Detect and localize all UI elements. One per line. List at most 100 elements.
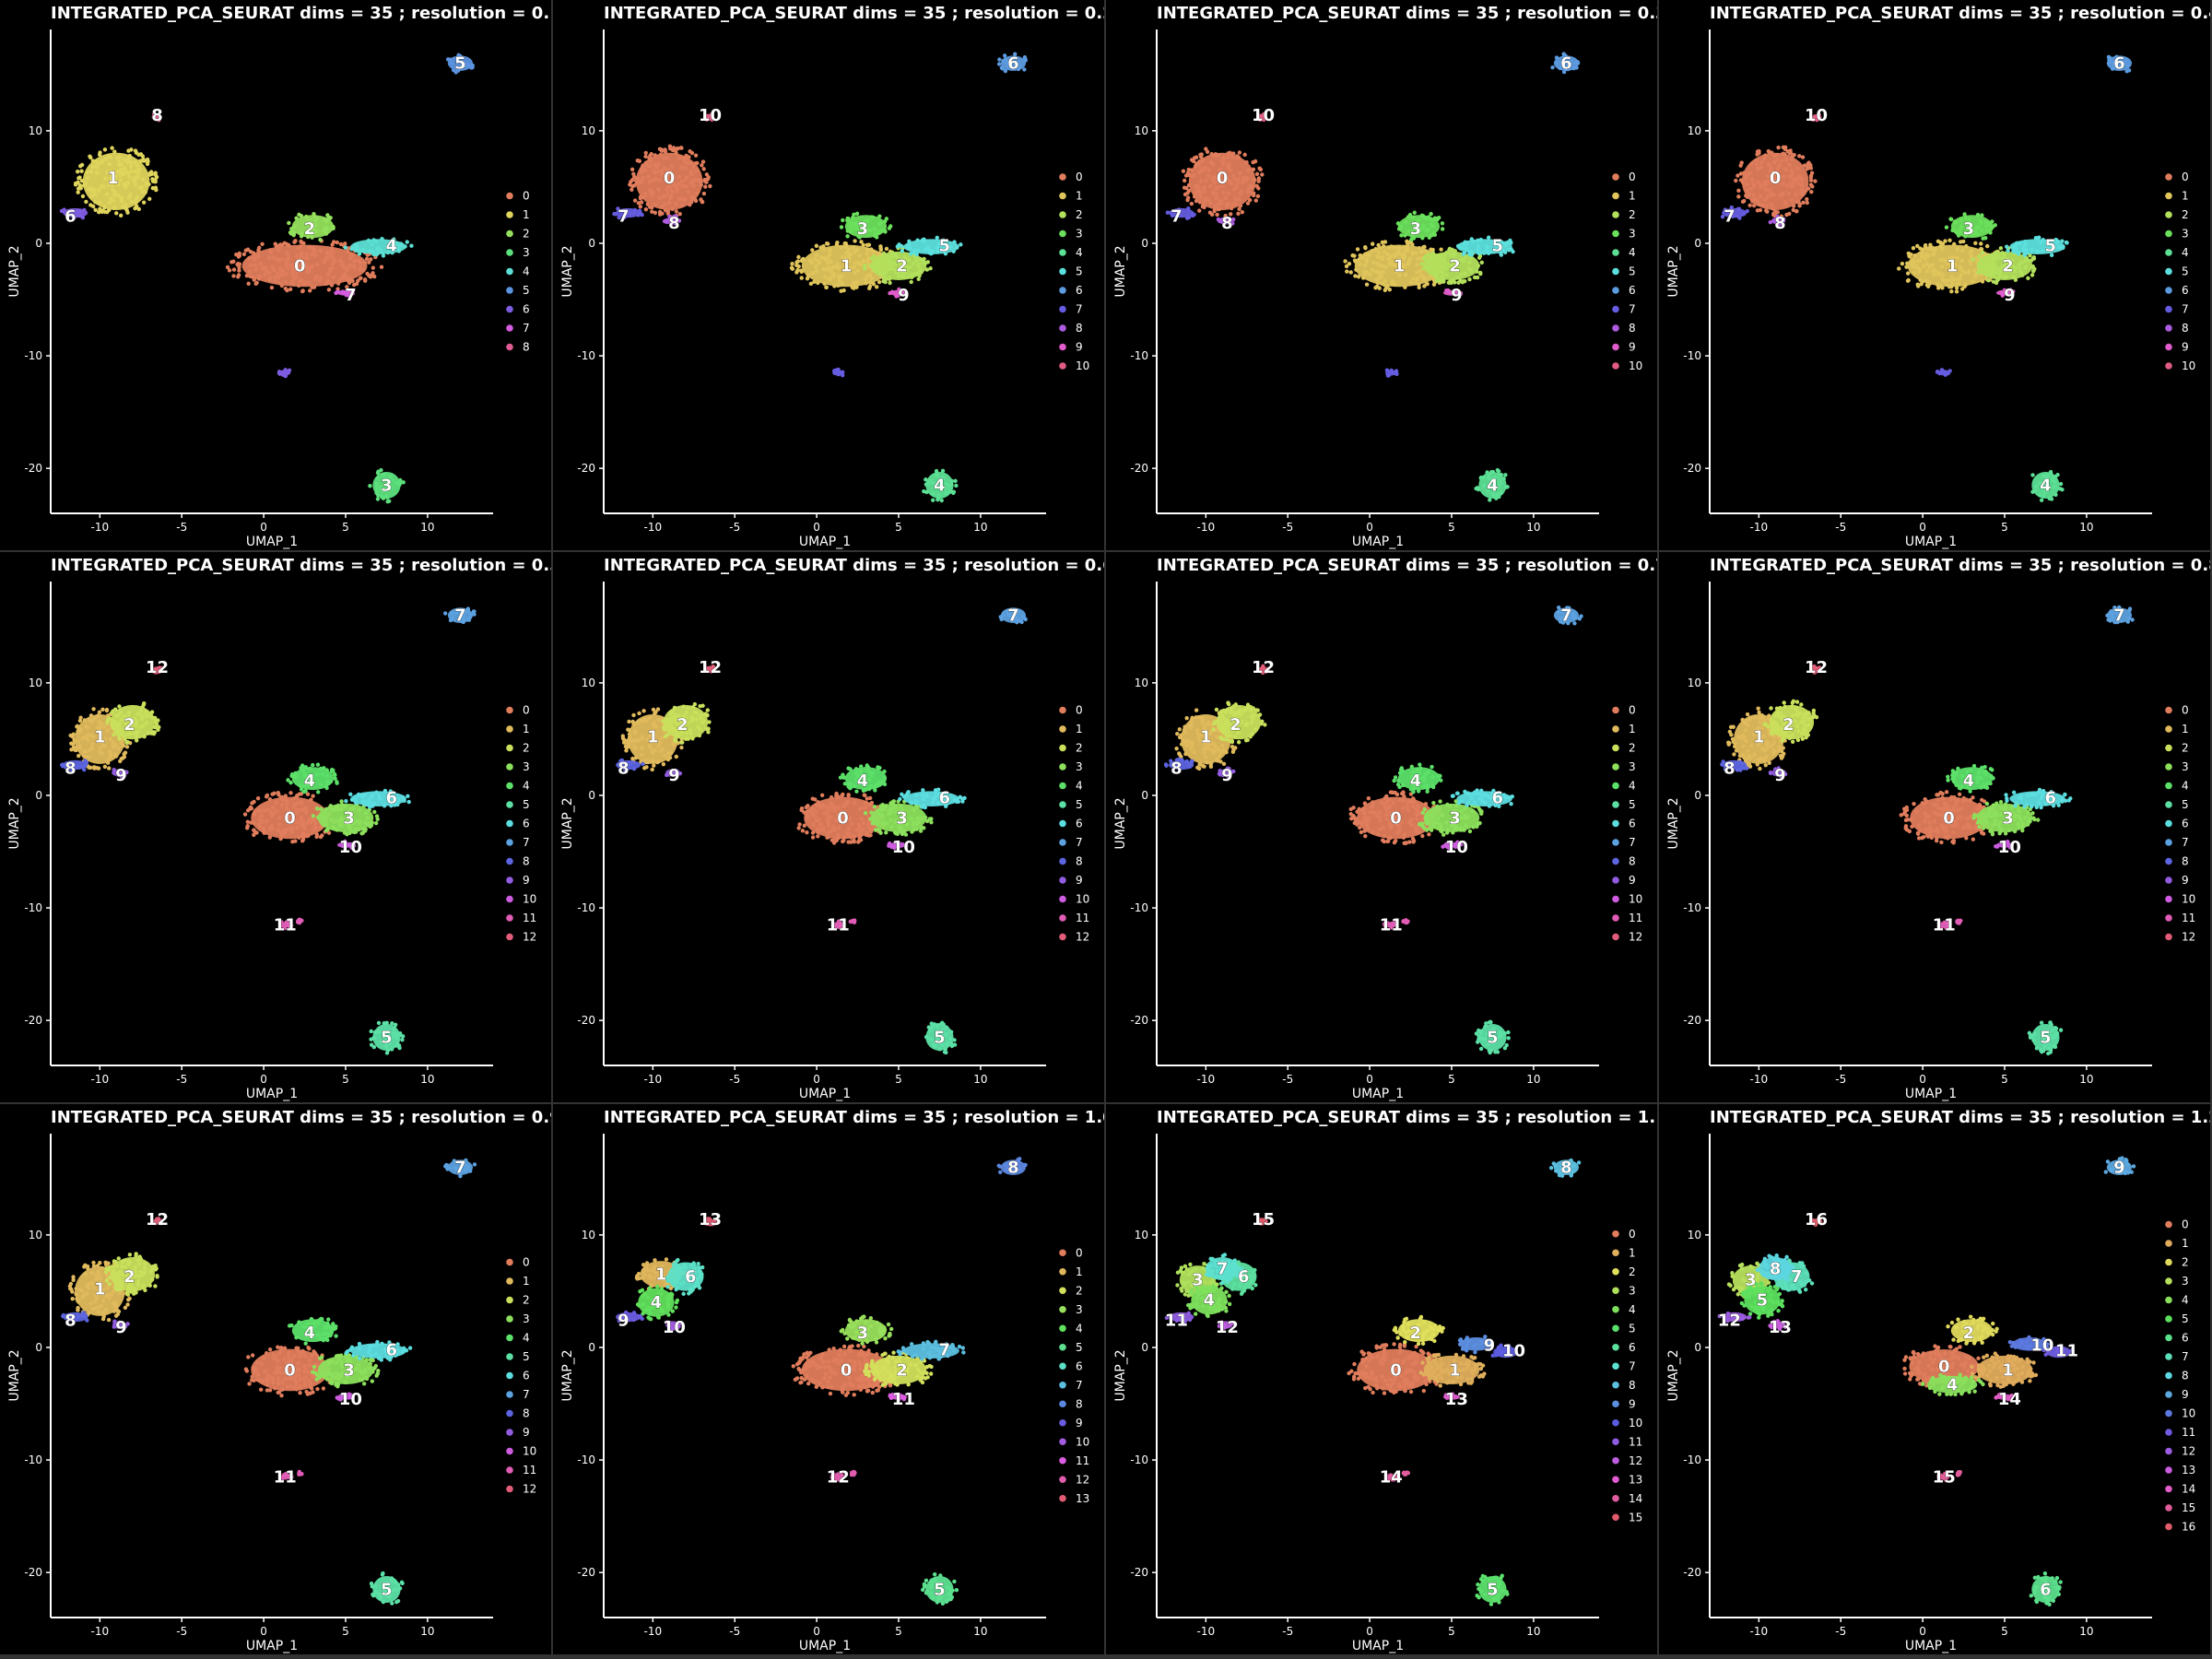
- cell-point: [865, 796, 870, 801]
- cell-point: [1258, 167, 1264, 172]
- cell-point: [1395, 221, 1401, 226]
- cell-point: [1420, 249, 1425, 253]
- cell-point: [904, 822, 910, 827]
- cell-point: [1931, 252, 1936, 257]
- cell-point: [378, 796, 382, 801]
- cell-point: [1976, 270, 1981, 275]
- cell-point: [2016, 252, 2021, 256]
- cluster-label: 0: [284, 808, 296, 828]
- cell-point: [464, 62, 468, 66]
- cell-point: [268, 276, 273, 280]
- cell-point: [1184, 743, 1189, 748]
- cell-point: [1944, 282, 1949, 288]
- cell-point: [1382, 802, 1387, 807]
- cell-point: [1198, 152, 1203, 158]
- cell-point: [1996, 253, 2001, 257]
- cell-point: [1745, 188, 1749, 194]
- cell-point: [934, 1030, 939, 1035]
- cell-point: [286, 818, 290, 822]
- cell-point: [1417, 830, 1421, 835]
- cell-point: [1231, 217, 1236, 222]
- cell-point: [1196, 170, 1202, 174]
- cell-point: [1788, 148, 1793, 153]
- cluster-9: [888, 287, 908, 299]
- cluster-label: 3: [343, 808, 355, 828]
- cell-point: [627, 732, 632, 736]
- cell-point: [380, 488, 384, 493]
- cell-point: [870, 249, 875, 253]
- cell-point: [339, 806, 344, 812]
- cell-point: [1967, 217, 1971, 222]
- cell-point: [1230, 739, 1235, 744]
- cell-point: [916, 263, 921, 268]
- cell-point: [824, 257, 829, 263]
- cell-point: [1402, 831, 1406, 837]
- cell-point: [612, 211, 617, 217]
- cluster-label: 8: [1774, 214, 1786, 233]
- legend-key: [1059, 229, 1066, 238]
- cell-point: [855, 222, 861, 228]
- cell-point: [1476, 264, 1481, 268]
- cell-point: [1008, 613, 1013, 618]
- cluster-10: [1256, 112, 1268, 123]
- cell-point: [98, 200, 102, 206]
- legend-key: [1612, 343, 1619, 351]
- cluster-label: 5: [454, 54, 466, 74]
- cell-point: [855, 268, 860, 273]
- cell-point: [912, 807, 916, 813]
- cell-point: [660, 171, 665, 176]
- cell-point: [665, 192, 670, 196]
- cell-point: [78, 163, 83, 169]
- cell-point: [1805, 196, 1809, 202]
- cell-point: [99, 729, 103, 734]
- cell-point: [375, 497, 381, 501]
- cell-point: [254, 280, 259, 286]
- cell-point: [119, 167, 124, 172]
- legend-label: 5: [1076, 265, 1083, 278]
- cell-point: [852, 783, 857, 789]
- cell-point: [867, 228, 873, 233]
- cell-point: [832, 806, 837, 810]
- legend-key: [1059, 819, 1066, 828]
- cell-point: [2034, 484, 2039, 489]
- x-tick-label: -5: [176, 1073, 187, 1086]
- cell-point: [627, 719, 631, 724]
- cell-point: [795, 259, 801, 264]
- cell-point: [617, 215, 621, 220]
- cluster-7: [1720, 205, 1952, 377]
- cell-point: [1744, 194, 1748, 198]
- cell-point: [1197, 208, 1202, 213]
- cell-point: [135, 712, 141, 717]
- cell-point: [1991, 273, 1995, 277]
- cell-point: [1949, 278, 1954, 283]
- legend-label: 0: [523, 704, 530, 717]
- legend-key: [506, 267, 513, 276]
- y-tick-label: -20: [1130, 462, 1148, 475]
- cell-point: [2049, 253, 2054, 258]
- cell-point: [126, 711, 132, 715]
- cell-point: [283, 373, 288, 379]
- cluster-label: 7: [1724, 207, 1735, 227]
- cell-point: [1377, 263, 1382, 268]
- cluster-5: [2005, 235, 2069, 258]
- cell-point: [706, 730, 711, 735]
- cell-point: [1242, 152, 1247, 158]
- cell-point: [877, 279, 882, 285]
- cell-point: [1920, 247, 1924, 253]
- cell-point: [267, 827, 272, 832]
- x-tick-label: 5: [1448, 521, 1455, 534]
- cluster-8: [1768, 214, 1786, 228]
- cell-point: [1244, 723, 1249, 727]
- cell-point: [82, 767, 87, 772]
- cell-point: [657, 741, 662, 747]
- cell-point: [643, 160, 649, 165]
- cluster-label: 8: [1221, 214, 1233, 233]
- cell-point: [299, 792, 304, 796]
- cell-point: [1428, 275, 1432, 279]
- cell-point: [338, 241, 344, 247]
- cell-point: [1466, 260, 1472, 265]
- cell-point: [291, 805, 296, 809]
- cell-point: [1794, 177, 1800, 182]
